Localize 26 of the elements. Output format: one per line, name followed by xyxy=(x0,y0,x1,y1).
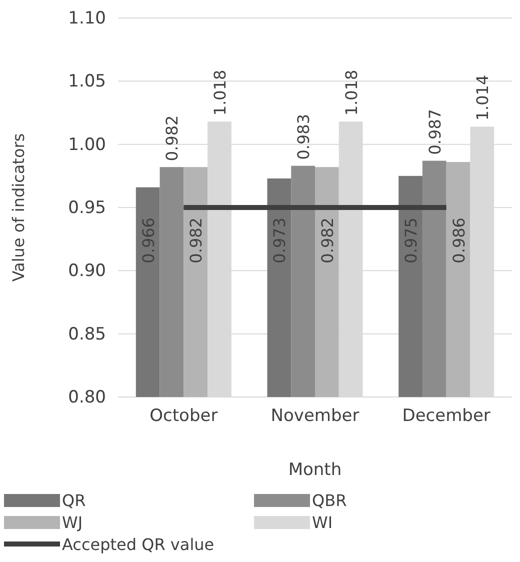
data-label: 1.018 xyxy=(210,70,230,116)
y-tick-label: 0.95 xyxy=(68,198,106,218)
data-label: 0.987 xyxy=(425,108,444,155)
x-tick-label: October xyxy=(150,406,218,426)
data-label: 0.982 xyxy=(318,218,337,264)
data-label: 1.014 xyxy=(473,74,492,121)
x-tick-label: December xyxy=(402,406,490,426)
y-tick-label: 0.90 xyxy=(68,261,106,282)
data-label: 0.983 xyxy=(294,114,314,160)
y-tick-label: 0.80 xyxy=(68,387,106,408)
data-label: 0.982 xyxy=(162,115,182,162)
y-tick-label: 1.10 xyxy=(68,8,106,28)
y-tick-label: 1.05 xyxy=(68,72,106,92)
legend-label: QBR xyxy=(312,491,347,510)
y-tick-label: 0.85 xyxy=(68,324,106,344)
data-label: 0.986 xyxy=(449,218,468,264)
data-label: 1.018 xyxy=(342,70,361,116)
data-label: 0.982 xyxy=(186,218,206,264)
legend-label: WI xyxy=(312,513,333,532)
legend-label: WJ xyxy=(62,513,83,532)
y-tick-label: 1.00 xyxy=(68,134,106,155)
legend-label: QR xyxy=(62,491,86,510)
y-axis-title: Value of indicators xyxy=(9,133,28,282)
x-axis-title: Month xyxy=(288,460,342,480)
legend-label: Accepted QR value xyxy=(62,535,214,554)
x-tick-label: November xyxy=(270,406,360,426)
